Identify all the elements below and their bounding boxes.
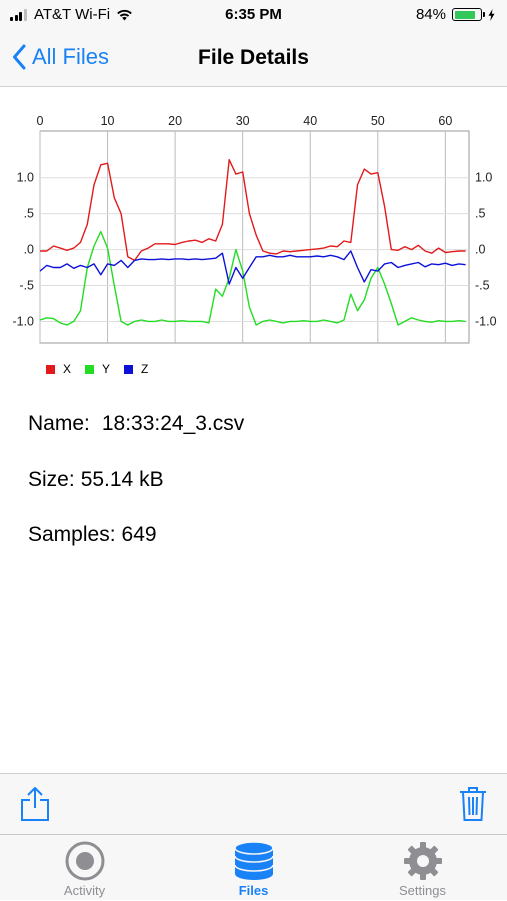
gear-icon xyxy=(403,842,442,880)
chart-plot: 0 10 20 30 40 50 60 1.0 1.0 .5 .5 .0 .0 -.5 -.5 -1.0 -1.… xyxy=(12,114,497,344)
status-bar: AT&T Wi-Fi 6:35 PM 84% xyxy=(0,0,507,30)
record-icon xyxy=(65,841,104,881)
delete-button[interactable] xyxy=(459,786,487,827)
battery-level xyxy=(454,10,475,19)
file-size-row: Size: 55.14 kB xyxy=(28,468,164,492)
file-name-row: Name: 18:33:24_3.csv xyxy=(28,412,244,436)
back-button[interactable]: All Files xyxy=(12,44,109,70)
tab-bar: Activity Files xyxy=(0,834,507,900)
page-title: File Details xyxy=(198,46,309,69)
legend-swatch xyxy=(124,364,134,374)
x-tick-label: 50 xyxy=(371,114,385,128)
tab-files-label: Files xyxy=(238,883,269,898)
series-line-z xyxy=(39,250,466,285)
y-tick-label-left: -1.0 xyxy=(12,314,34,328)
file-name-value: 18:33:24_3.csv xyxy=(101,412,245,435)
legend-label: Z xyxy=(141,362,149,376)
samples-row: Samples: 649 xyxy=(28,523,157,547)
series-line-x xyxy=(40,159,466,262)
y-tick-label-left: 1.0 xyxy=(17,171,34,185)
tab-activity-label: Activity xyxy=(63,883,106,898)
legend-item-x: X xyxy=(46,362,71,376)
tab-settings[interactable]: Settings xyxy=(338,835,507,901)
y-tick-label-right: .5 xyxy=(475,207,485,221)
y-tick-label-right: -1.0 xyxy=(475,314,497,328)
database-icon xyxy=(233,841,274,880)
x-tick-label: 30 xyxy=(236,114,250,128)
battery-icon xyxy=(452,8,482,21)
back-button-label: All Files xyxy=(32,44,110,69)
plot-frame xyxy=(39,130,470,344)
y-tick-label-left: -.5 xyxy=(19,279,34,293)
file-name-label: Name: xyxy=(28,412,90,435)
x-tick-label: 60 xyxy=(438,114,452,128)
y-tick-label-right: -.5 xyxy=(475,279,490,293)
x-tick-label: 0 xyxy=(37,114,44,128)
status-right: 84% xyxy=(416,6,495,23)
y-tick-label-right: 1.0 xyxy=(475,171,492,185)
x-tick-label: 20 xyxy=(168,114,182,128)
samples-label: Samples: xyxy=(28,523,116,546)
carrier-label: AT&T Wi-Fi xyxy=(34,6,111,23)
tab-activity[interactable]: Activity xyxy=(0,835,169,901)
samples-value: 649 xyxy=(121,523,157,546)
battery-tip xyxy=(483,12,485,17)
cellular-signal-icon xyxy=(10,8,28,21)
file-size-label: Size: xyxy=(28,468,75,491)
chart-legend: X Y Z xyxy=(46,362,162,376)
legend-swatch xyxy=(85,364,95,374)
legend-label: X xyxy=(63,362,72,376)
legend-item-y: Y xyxy=(85,362,110,376)
x-tick-label: 40 xyxy=(303,114,317,128)
share-icon xyxy=(21,787,49,821)
share-button[interactable] xyxy=(20,786,50,827)
y-tick-label-right: .0 xyxy=(475,243,485,257)
charging-bolt-icon xyxy=(488,8,495,21)
legend-swatch xyxy=(46,364,55,374)
clock: 6:35 PM xyxy=(225,6,282,23)
tab-files[interactable]: Files xyxy=(169,835,338,901)
trash-icon xyxy=(460,787,486,821)
x-tick-label: 10 xyxy=(101,114,115,128)
wifi-icon xyxy=(117,9,132,21)
navigation-bar: All Files File Details xyxy=(0,30,507,87)
chevron-left-icon xyxy=(13,44,26,70)
legend-label: Y xyxy=(102,362,111,376)
bottom-toolbar xyxy=(0,773,507,834)
series-line-y xyxy=(39,230,466,326)
y-tick-label-left: .5 xyxy=(24,207,34,221)
accelerometer-chart: 0 10 20 30 40 50 60 1.0 1.0 .5 .5 .0 .0 -.5 -.5 -1.0 -1.… xyxy=(0,108,507,380)
status-left: AT&T Wi-Fi xyxy=(10,6,133,23)
battery-percent: 84% xyxy=(415,6,446,23)
file-size-value: 55.14 kB xyxy=(80,468,164,491)
tab-settings-label: Settings xyxy=(399,883,446,898)
legend-item-z: Z xyxy=(124,362,148,376)
y-tick-label-left: .0 xyxy=(24,243,34,257)
